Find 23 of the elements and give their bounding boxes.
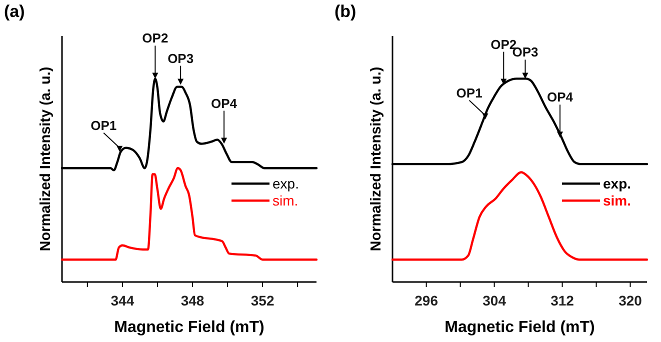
x-tick-label: 296 (414, 292, 438, 308)
y-axis-title: Normalized Intensity (a. u.) (38, 66, 54, 252)
legend-label: exp. (272, 176, 299, 192)
x-tick-label: 320 (618, 292, 642, 308)
x-axis-title: Magnetic Field (mT) (444, 319, 595, 336)
annotation: OP1 (90, 118, 117, 133)
annotation: OP4 (546, 90, 574, 105)
chart-title: (a) (4, 2, 25, 21)
x-tick-label: 304 (482, 292, 506, 308)
annotation: OP3 (168, 50, 194, 66)
legend-label: exp. (603, 176, 632, 192)
x-tick-label: 348 (180, 292, 204, 308)
chart-title: (b) (334, 2, 356, 21)
x-tick-label: 312 (550, 292, 574, 308)
x-tick-label: 352 (250, 292, 274, 308)
annotation: OP4 (211, 96, 238, 111)
annotation: OP2 (142, 30, 168, 46)
legend-label: sim. (603, 192, 632, 208)
legend-label: sim. (272, 192, 298, 208)
annotation: OP1 (456, 85, 482, 100)
x-tick-label: 344 (110, 292, 134, 308)
x-axis-title: Magnetic Field (mT) (114, 319, 264, 336)
y-axis-title: Normalized Intensity (a. u.) (368, 66, 384, 252)
